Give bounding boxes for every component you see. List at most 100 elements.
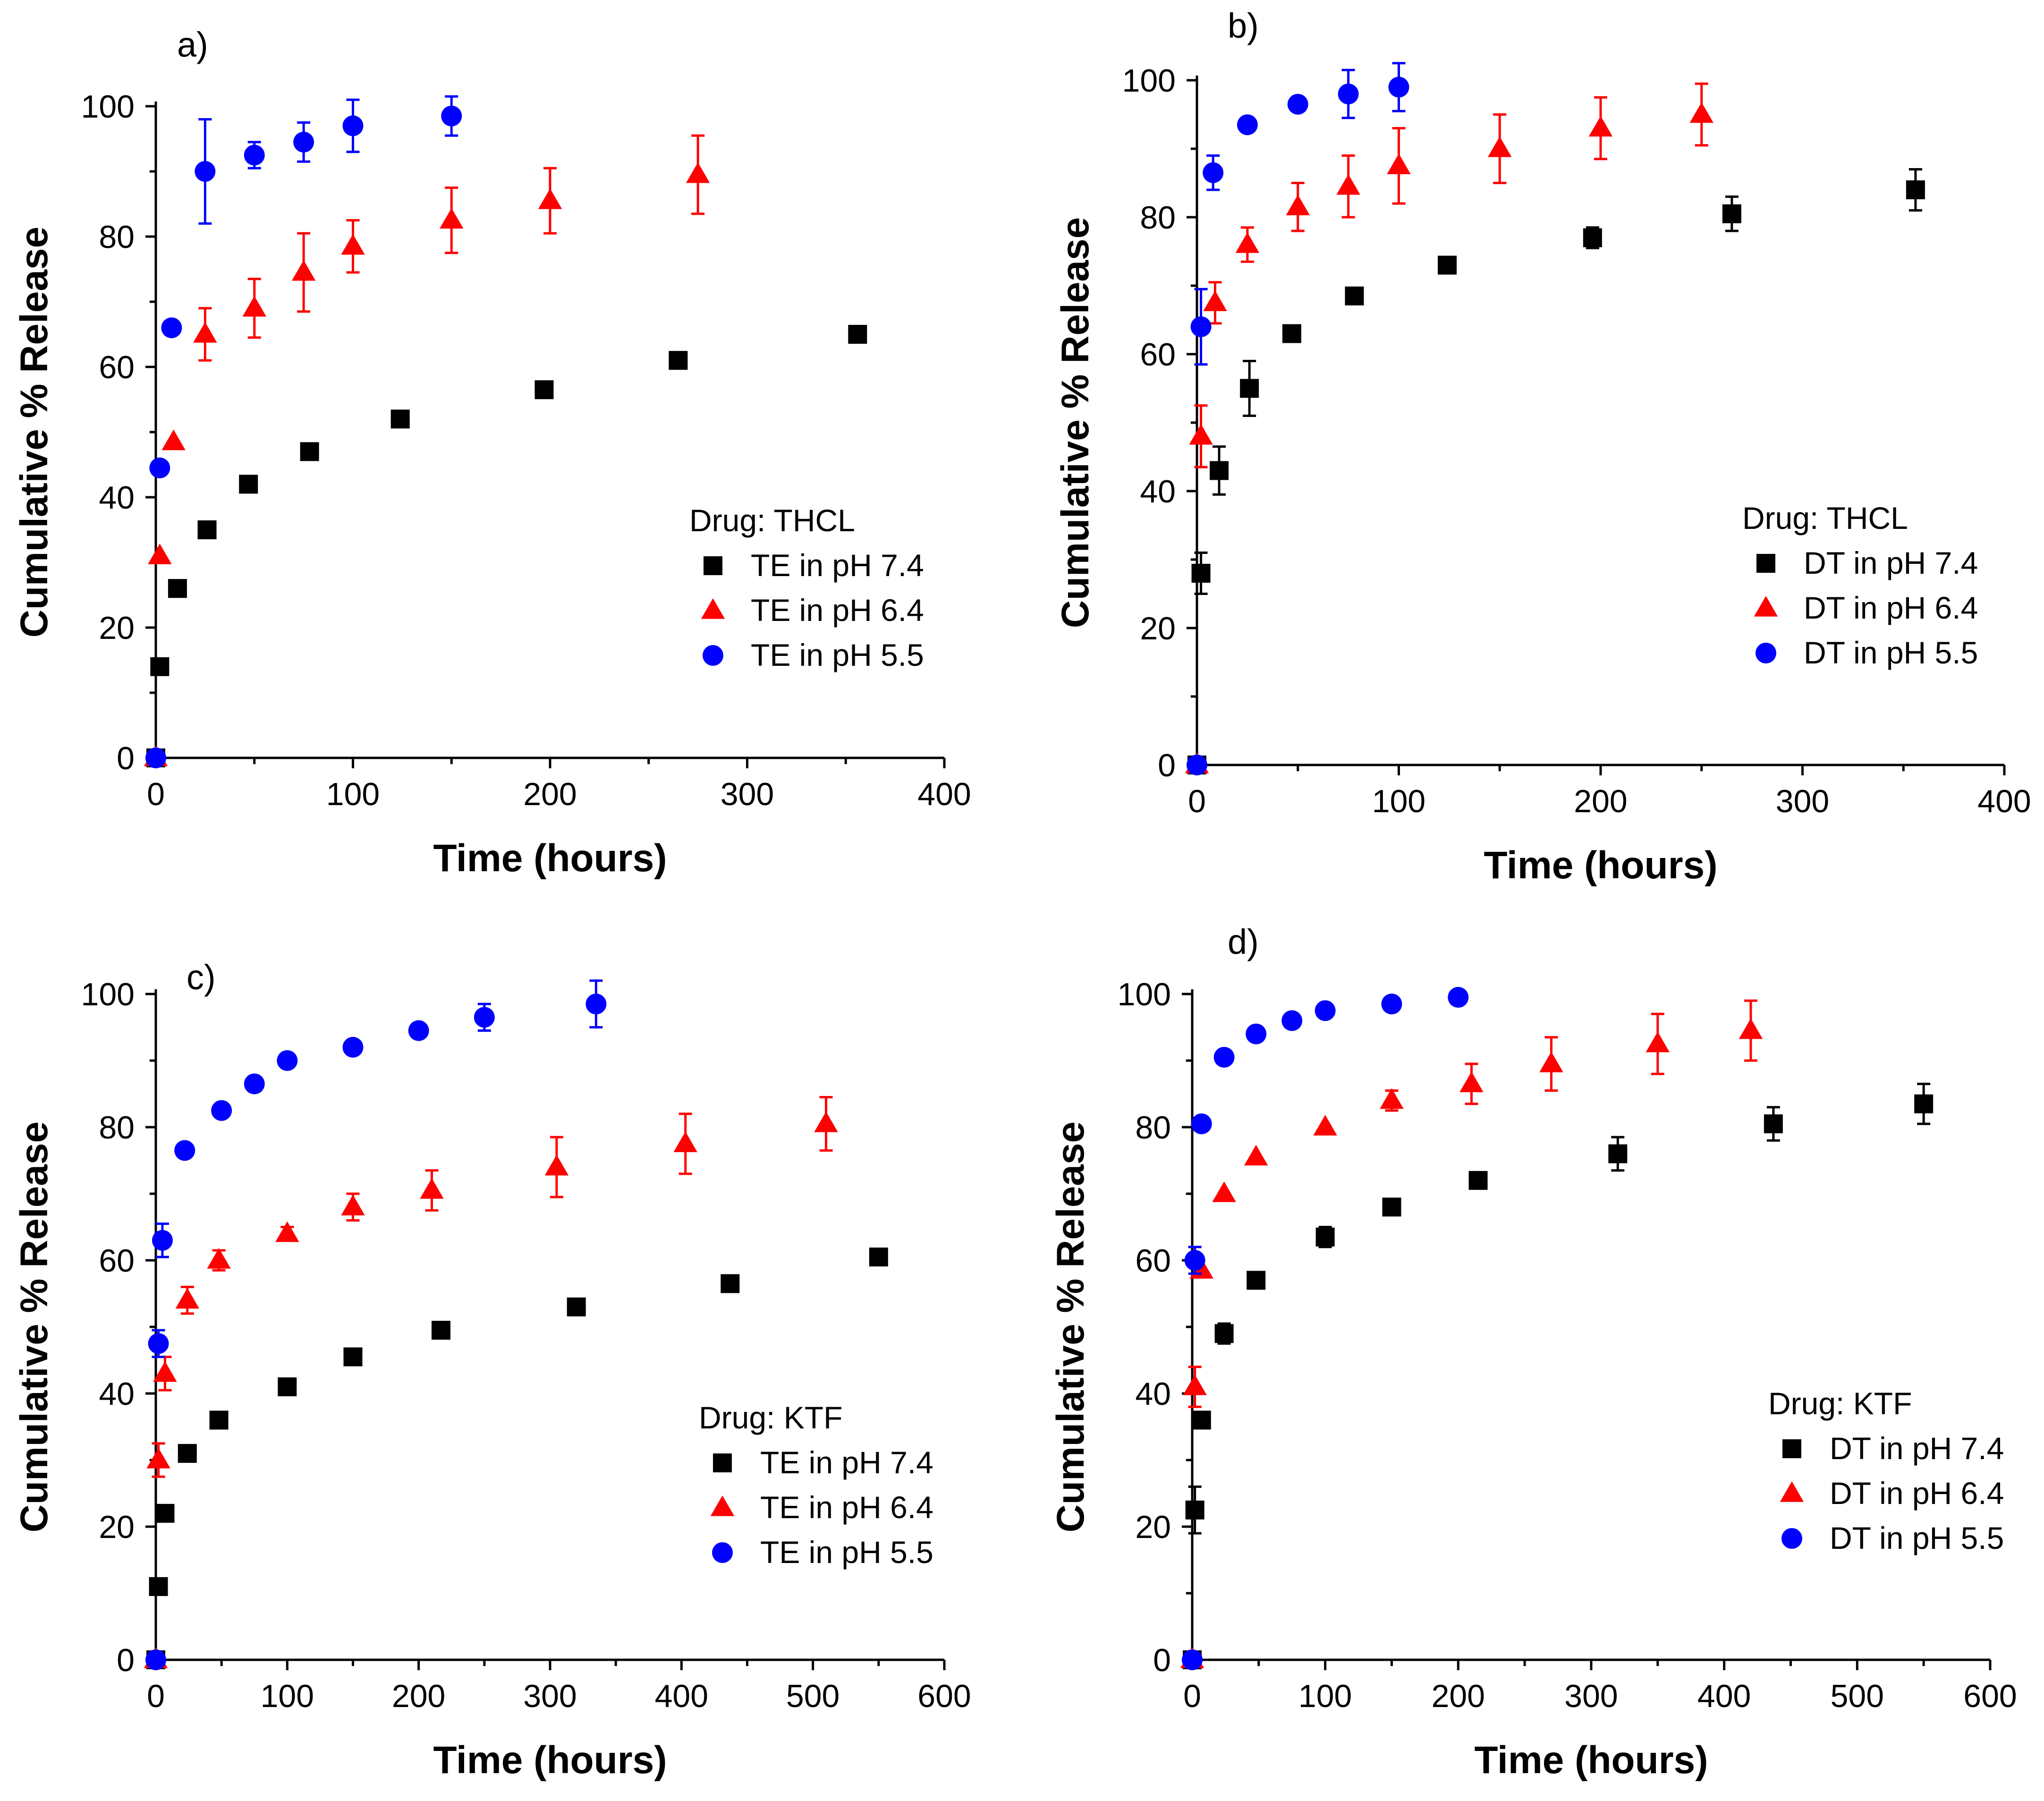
x-tick-label: 600 (917, 1678, 971, 1714)
data-point (1722, 204, 1741, 223)
data-point (148, 544, 172, 564)
data-point (440, 208, 464, 229)
data-point (1539, 1052, 1563, 1072)
data-point (1315, 1227, 1335, 1247)
x-tick-label: 400 (1697, 1678, 1751, 1714)
data-point (441, 105, 462, 127)
data-point (1588, 116, 1613, 137)
data-point (1459, 1071, 1484, 1092)
legend-label: DT in pH 5.5 (1830, 1521, 2004, 1555)
series-circle (1182, 987, 1469, 1670)
data-point (1338, 84, 1359, 104)
panel-letter: c) (187, 958, 216, 997)
data-point (1313, 1114, 1337, 1136)
x-tick-label: 200 (523, 776, 577, 812)
legend: Drug: THCL TE in pH 7.4 TE in pH 6.4 TE in … (689, 503, 924, 672)
data-point (1448, 987, 1469, 1008)
data-point (275, 1221, 299, 1242)
data-point (161, 429, 186, 450)
x-axis-title: Time (hours) (433, 1739, 667, 1782)
data-point (149, 457, 170, 478)
data-point (244, 144, 265, 166)
data-point (1189, 424, 1213, 445)
series-square (146, 1247, 888, 1669)
x-tick-label: 500 (1831, 1678, 1884, 1714)
data-point (1282, 324, 1301, 343)
data-point (1190, 316, 1212, 337)
legend-marker (1756, 554, 1775, 573)
data-point (544, 1155, 569, 1176)
x-tick-label: 400 (917, 776, 971, 812)
y-tick-label: 60 (99, 1243, 135, 1279)
y-tick-label: 80 (1135, 1110, 1171, 1146)
y-tick-label: 20 (1140, 611, 1176, 646)
data-point (342, 1036, 364, 1058)
data-point (1184, 1250, 1205, 1271)
data-point (161, 317, 182, 339)
panel-a: 0 100 200 300 400 0 20 40 60 80 100 Time (hours) Cum… (13, 25, 971, 880)
legend-marker (713, 1453, 732, 1472)
legend-marker (1754, 595, 1778, 617)
x-tick-label: 300 (1776, 783, 1829, 819)
data-point (538, 188, 562, 209)
x-tick-label: 100 (261, 1678, 314, 1714)
data-point (1191, 564, 1211, 583)
data-point (1192, 1410, 1211, 1430)
legend-label: TE in pH 5.5 (751, 637, 924, 672)
data-point (209, 1410, 229, 1430)
data-point (1381, 994, 1402, 1015)
panel-d: 0 100 200 300 400 500 600 0 20 40 60 80 100 Time (hou… (1049, 922, 2017, 1782)
data-point (669, 351, 688, 370)
legend-label: DT in pH 6.4 (1830, 1476, 2004, 1511)
y-tick-label: 20 (1135, 1509, 1171, 1545)
x-tick-label: 0 (147, 776, 165, 812)
y-axis-title: Cumulative % Release (13, 1121, 56, 1533)
data-point (534, 380, 554, 399)
data-point (1382, 1198, 1401, 1217)
y-tick-label: 80 (99, 1110, 135, 1146)
data-point (145, 1649, 166, 1670)
series-triangle (1185, 82, 1713, 773)
data-point (1235, 232, 1260, 253)
x-axis-title: Time (hours) (1474, 1739, 1708, 1782)
panel-letter: a) (177, 25, 208, 64)
x-tick-label: 100 (1298, 1678, 1352, 1714)
data-point (1468, 1171, 1488, 1190)
legend-marker (1780, 1481, 1804, 1502)
data-point (242, 296, 266, 317)
x-tick-label: 200 (1574, 783, 1627, 819)
x-tick-label: 200 (1432, 1678, 1485, 1714)
data-point (1244, 1145, 1268, 1166)
legend-marker (1782, 1439, 1801, 1458)
data-point (174, 1140, 195, 1161)
legend-label: TE in pH 6.4 (760, 1490, 933, 1525)
data-point (721, 1274, 740, 1293)
y-tick-label: 0 (1158, 748, 1176, 783)
series-square (1187, 168, 1925, 774)
data-point (244, 1073, 265, 1095)
data-point (1336, 174, 1360, 195)
data-point (291, 260, 316, 281)
data-point (193, 322, 217, 343)
y-tick-label: 0 (1153, 1642, 1171, 1678)
series-circle (145, 95, 462, 768)
data-point (152, 1230, 173, 1251)
data-point (148, 1333, 169, 1354)
x-tick-label: 500 (786, 1678, 840, 1714)
legend: Drug: THCL DT in pH 7.4 DT in pH 6.4 DT in … (1742, 501, 1978, 670)
data-point (195, 161, 216, 182)
y-axis-title: Cumulative % Release (1049, 1121, 1092, 1533)
panel-b: 0 100 200 300 400 0 20 40 60 80 100 Time (hours) Cum… (1054, 6, 2031, 887)
y-tick-label: 0 (117, 1642, 135, 1678)
data-point (293, 131, 314, 153)
legend-label: TE in pH 6.4 (751, 593, 924, 628)
legend-label: DT in pH 7.4 (1804, 545, 1978, 580)
panel-letter: d) (1228, 922, 1259, 961)
panel-c: 0 100 200 300 400 500 600 0 20 40 60 80 100 Time (hou… (13, 958, 971, 1782)
data-point (1281, 1010, 1303, 1031)
data-point (408, 1020, 429, 1041)
series-triangle (1180, 999, 1763, 1668)
data-point (277, 1050, 298, 1071)
data-point (278, 1377, 297, 1396)
